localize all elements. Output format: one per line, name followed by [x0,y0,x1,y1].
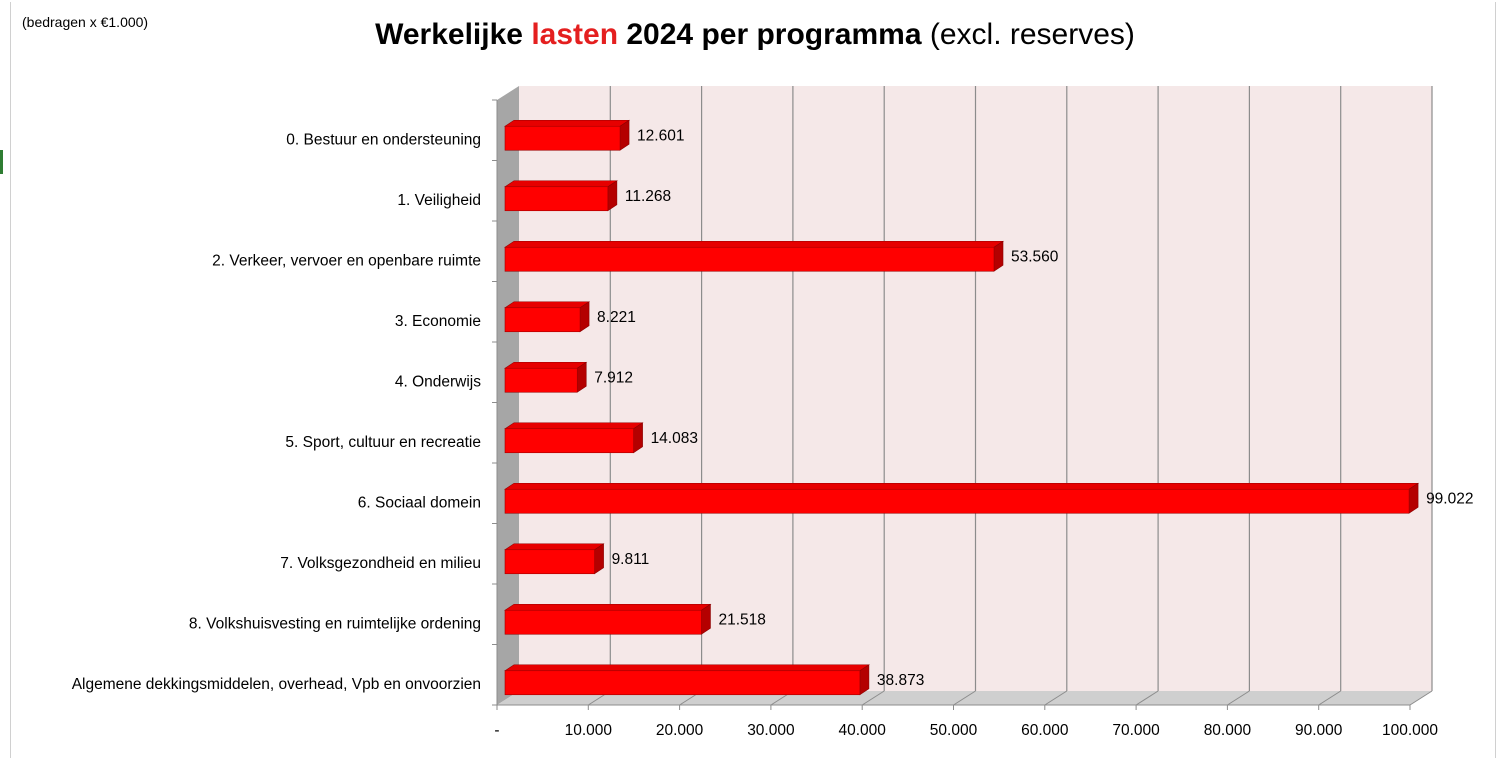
floor-gridline [1044,690,1068,706]
bar-top-face [504,180,618,188]
bar-top-face [504,240,1004,248]
data-label: 99.022 [1426,490,1473,507]
category-label: 1. Veiligheid [397,192,481,209]
data-label: 21.518 [718,611,765,628]
bar-top-face [504,603,712,611]
x-tick-label: 80.000 [1204,722,1252,739]
chart-title: Werkelijke lasten 2024 per programma (ex… [0,18,1500,52]
x-tick-label: 30.000 [747,722,795,739]
category-label: Algemene dekkingsmiddelen, overhead, Vpb… [72,676,481,693]
category-label: 2. Verkeer, vervoer en openbare ruimte [212,252,481,269]
data-label: 38.873 [877,672,924,689]
bar [504,367,578,393]
bar-top-face [504,422,644,430]
category-label: 7. Volksgezondheid en milieu [280,555,481,572]
floor-gridline [1135,690,1159,706]
data-label: 7.912 [594,369,633,386]
bar-top-face [504,119,631,127]
title-part-4: (excl. reserves) [921,18,1135,51]
data-label: 8.221 [597,309,636,326]
bar [504,549,595,575]
category-label: 8. Volkshuisvesting en ruimtelijke orden… [189,615,481,632]
bar-top-face [504,301,591,309]
category-label: 5. Sport, cultuur en recreatie [285,434,481,451]
category-label: 3. Economie [395,313,481,330]
sheet-edge-marker [0,150,3,174]
floor-gridline [953,690,976,706]
title-part-2: lasten [531,18,619,51]
bar [504,246,995,272]
bar [504,670,861,696]
bar [504,488,1410,514]
floor-gridline [1318,690,1341,706]
x-tick-label: - [494,722,499,739]
category-label: 4. Onderwijs [395,373,481,390]
x-tick-label: 100.000 [1382,722,1438,739]
title-part-1: Werkelijke [375,18,532,51]
data-label: 11.268 [625,188,671,205]
x-tick-label: 10.000 [565,722,613,739]
bar [504,125,621,151]
floor-gridline [1227,690,1250,706]
bar-top-face [504,543,605,551]
x-tick-label: 90.000 [1295,722,1343,739]
bar-top-face [504,482,1420,490]
x-tick-label: 60.000 [1021,722,1069,739]
x-tick-label: 40.000 [838,722,886,739]
floor-gridline [1409,690,1433,706]
floor-gridline [861,690,885,706]
bar-top-face [504,361,588,369]
unit-note: (bedragen x €1.000) [22,14,149,30]
data-label: 53.560 [1011,248,1059,265]
x-tick-label: 70.000 [1112,722,1160,739]
x-tick-label: 20.000 [656,722,704,739]
data-label: 12.601 [637,127,684,144]
bar-top-face [504,664,870,672]
bar [504,186,609,212]
data-label: 9.811 [612,551,650,568]
category-label: 6. Sociaal domein [358,494,481,511]
title-part-3: 2024 per programma [618,18,922,51]
data-label: 14.083 [651,430,698,447]
bar [504,307,581,333]
x-tick-label: 50.000 [930,722,978,739]
chart-frame [10,2,1496,758]
bar [504,428,634,454]
bar [504,609,702,635]
category-label: 0. Bestuur en ondersteuning [286,131,481,148]
